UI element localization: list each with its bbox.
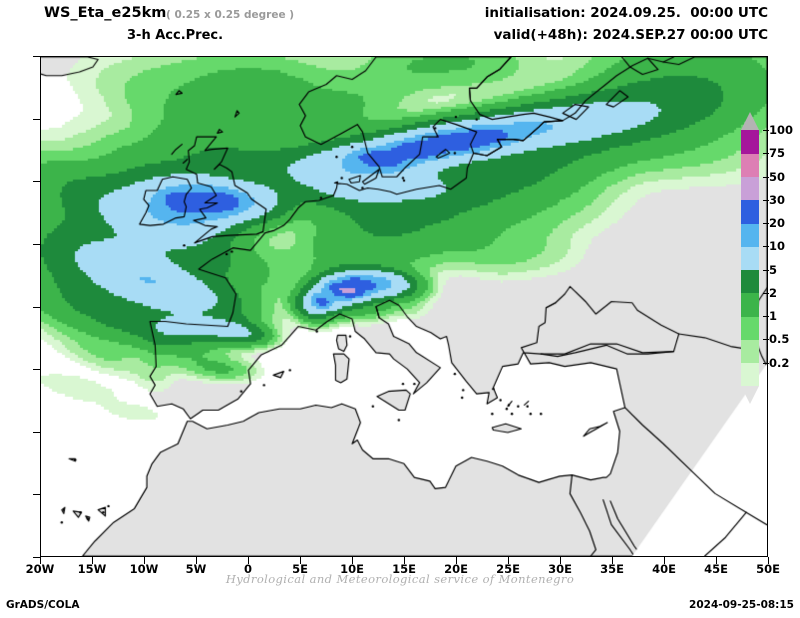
longitude-tick-label: 40E bbox=[652, 562, 676, 576]
colorbar-segment bbox=[741, 292, 759, 317]
longitude-tick-mark bbox=[248, 557, 249, 564]
colorbar-tick-label: 0.5 bbox=[769, 332, 790, 347]
longitude-tick-mark bbox=[144, 557, 145, 564]
colorbar-tick-mark bbox=[763, 339, 769, 341]
longitude-tick-label: 45E bbox=[704, 562, 728, 576]
producer-label: GrADS/COLA bbox=[6, 599, 80, 611]
longitude-tick-mark bbox=[40, 557, 41, 564]
colorbar-tick-label: 2 bbox=[769, 285, 778, 300]
longitude-tick-mark bbox=[560, 557, 561, 564]
longitude-tick-label: 5E bbox=[292, 562, 308, 576]
longitude-tick-mark bbox=[404, 557, 405, 564]
initialisation-label: initialisation: 2024.09.25. 00:00 UTC bbox=[484, 5, 768, 21]
longitude-tick-label: 35E bbox=[600, 562, 624, 576]
colorbar-top-cap-icon bbox=[741, 112, 759, 130]
colorbar-tick-mark bbox=[763, 292, 769, 294]
colorbar-strip bbox=[741, 130, 759, 387]
latitude-tick-mark bbox=[33, 494, 40, 496]
colorbar-tick-label: 0.2 bbox=[769, 355, 790, 370]
colorbar-tick-mark bbox=[763, 130, 769, 131]
latitude-tick-mark bbox=[33, 431, 40, 433]
longitude-tick-label: 0 bbox=[243, 562, 253, 576]
chart-header: WS_Eta_e25km ( 0.25 x 0.25 degree ) 3-h … bbox=[0, 0, 800, 50]
colorbar-segment bbox=[741, 130, 759, 154]
latitude-tick-mark bbox=[33, 243, 40, 245]
latitude-tick-mark bbox=[33, 118, 40, 120]
longitude-tick-mark bbox=[196, 557, 197, 564]
longitude-tick-label: 25E bbox=[496, 562, 520, 576]
colorbar-tick-mark bbox=[763, 316, 769, 318]
longitude-tick-label: 20E bbox=[444, 562, 468, 576]
colorbar-segment bbox=[741, 153, 759, 178]
product-label: 3-h Acc.Prec. bbox=[127, 28, 224, 43]
valid-time-label: valid(+48h): 2024.SEP.27 00:00 UTC bbox=[493, 27, 768, 43]
colorbar-tick-mark bbox=[763, 246, 769, 248]
colorbar-tick-mark bbox=[763, 223, 769, 225]
model-name-label: WS_Eta_e25km bbox=[44, 5, 167, 21]
latitude-tick-mark bbox=[33, 557, 40, 558]
colorbar-tick-label: 5 bbox=[769, 262, 778, 277]
precipitation-map-canvas bbox=[41, 57, 767, 556]
colorbar-tick-label: 20 bbox=[769, 216, 786, 231]
render-timestamp-label: 2024-09-25-08:15 bbox=[689, 599, 794, 611]
longitude-tick-mark bbox=[456, 557, 457, 564]
latitude-tick-mark bbox=[33, 181, 40, 183]
longitude-tick-label: 30E bbox=[548, 562, 572, 576]
map-plot-area bbox=[40, 56, 768, 557]
longitude-tick-mark bbox=[716, 557, 717, 564]
model-resolution-label: ( 0.25 x 0.25 degree ) bbox=[166, 9, 295, 21]
colorbar-tick-label: 75 bbox=[769, 146, 786, 161]
colorbar-tick-label: 100 bbox=[769, 123, 794, 137]
longitude-tick-mark bbox=[664, 557, 665, 564]
latitude-tick-mark bbox=[33, 369, 40, 371]
colorbar-tick-mark bbox=[763, 362, 769, 364]
latitude-tick-mark bbox=[33, 56, 40, 57]
longitude-tick-mark bbox=[508, 557, 509, 564]
longitude-tick-mark bbox=[612, 557, 613, 564]
longitude-tick-label: 15E bbox=[392, 562, 416, 576]
colorbar-segment bbox=[741, 199, 759, 224]
colorbar-tick-mark bbox=[763, 269, 769, 271]
colorbar-segment bbox=[741, 362, 759, 387]
colorbar-segment bbox=[741, 269, 759, 294]
colorbar-bottom-cap-icon bbox=[741, 386, 759, 404]
attribution-text: Hydrological and Meteorological service … bbox=[225, 572, 575, 586]
longitude-tick-label: 15W bbox=[77, 562, 107, 576]
latitude-tick-mark bbox=[33, 306, 40, 308]
colorbar-axis-line bbox=[767, 112, 768, 404]
longitude-tick-label: 10E bbox=[340, 562, 364, 576]
longitude-tick-mark bbox=[92, 557, 93, 564]
longitude-tick-label: 10W bbox=[129, 562, 159, 576]
colorbar-tick-label: 1 bbox=[769, 309, 778, 324]
colorbar-tick-label: 30 bbox=[769, 192, 786, 207]
longitude-tick-label: 20W bbox=[25, 562, 55, 576]
longitude-tick-label: 50E bbox=[756, 562, 780, 576]
colorbar-tick-label: 50 bbox=[769, 169, 786, 184]
colorbar-tick-mark bbox=[763, 176, 769, 178]
precipitation-colorbar: 0.2 0.5 1 2 5 10 20 30 50 75 100 bbox=[741, 112, 793, 404]
longitude-tick-label: 5W bbox=[185, 562, 207, 576]
longitude-tick-mark bbox=[300, 557, 301, 564]
longitude-tick-mark bbox=[768, 557, 769, 564]
colorbar-tick-mark bbox=[763, 199, 769, 201]
colorbar-segment bbox=[741, 339, 759, 364]
colorbar-tick-mark bbox=[763, 153, 769, 155]
colorbar-segment bbox=[741, 223, 759, 247]
colorbar-tick-label: 10 bbox=[769, 239, 786, 254]
longitude-tick-mark bbox=[352, 557, 353, 564]
colorbar-segment bbox=[741, 246, 759, 271]
colorbar-segment bbox=[741, 176, 759, 201]
colorbar-segment bbox=[741, 316, 759, 340]
